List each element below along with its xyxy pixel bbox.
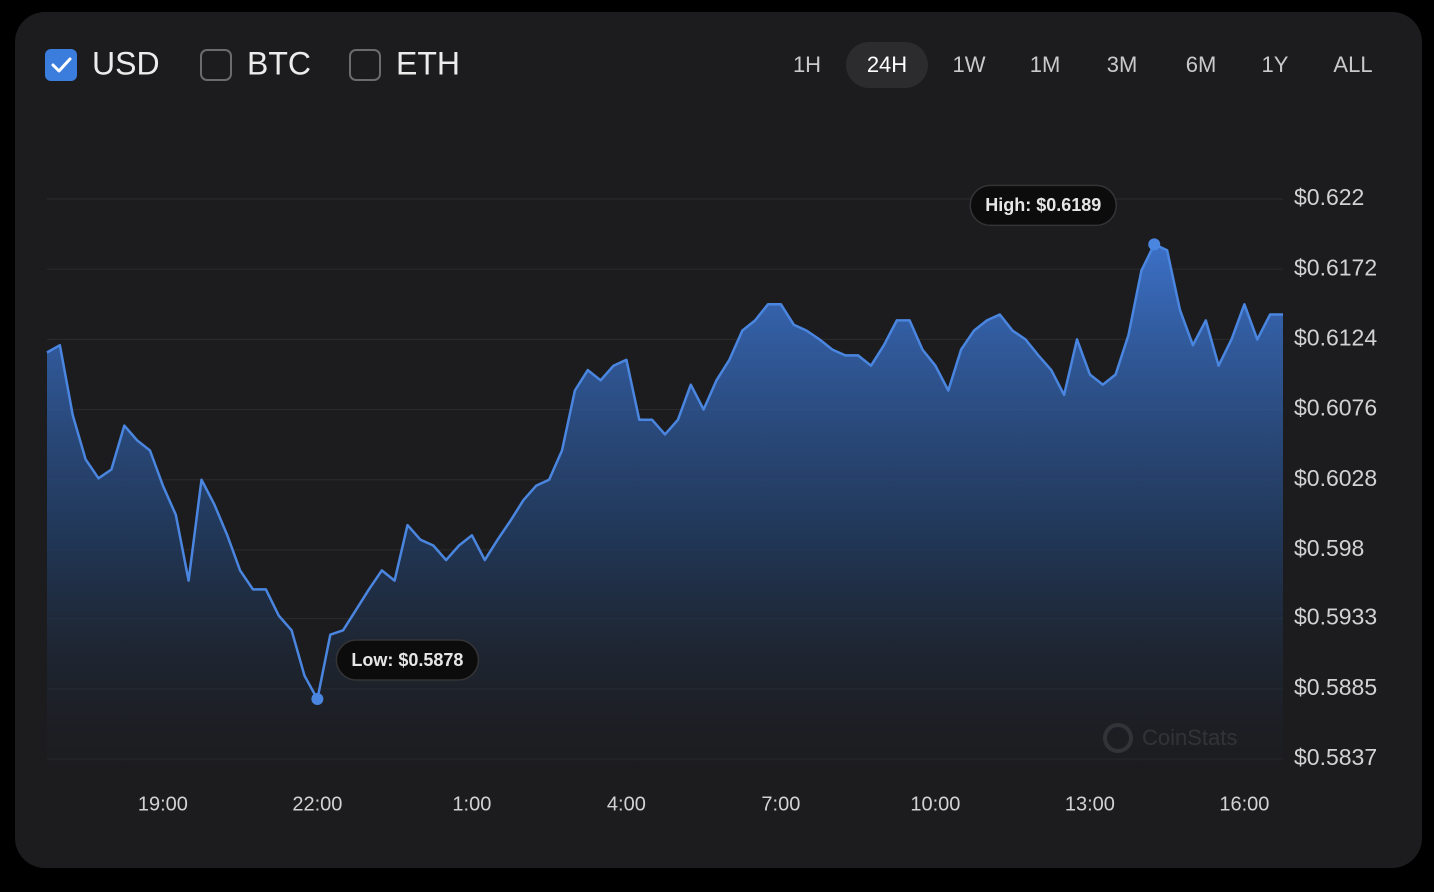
range-button[interactable]: 24H (846, 42, 928, 88)
high-marker (1148, 238, 1161, 251)
currency-label: ETH (396, 45, 460, 81)
range-label: 3M (1107, 52, 1138, 77)
y-tick-label: $0.6028 (1294, 465, 1377, 491)
range-label: 24H (867, 52, 907, 77)
range-button[interactable]: 3M (1107, 52, 1138, 77)
y-tick-label: $0.622 (1294, 184, 1364, 210)
range-label: 1Y (1262, 52, 1289, 77)
range-selected-bg[interactable] (846, 42, 928, 88)
high-annotation-bg (969, 184, 1118, 227)
x-tick-label: 1:00 (452, 793, 491, 815)
checkbox-checked[interactable] (45, 49, 77, 81)
range-label: 1W (953, 52, 986, 77)
currency-toggle[interactable]: ETH (349, 45, 460, 81)
low-annotation-bg (335, 639, 480, 681)
range-label: 6M (1186, 52, 1217, 77)
currency-label: BTC (247, 45, 311, 81)
range-label: 1H (793, 52, 821, 77)
x-tick-label: 22:00 (292, 793, 342, 815)
range-button[interactable]: 6M (1186, 52, 1217, 77)
low-annotation: Low: $0.5878 (335, 639, 480, 681)
y-tick-label: $0.5933 (1294, 604, 1377, 630)
y-tick-label: $0.598 (1294, 535, 1364, 561)
x-tick-label: 10:00 (910, 793, 960, 815)
high-annotation: High: $0.6189 (969, 184, 1118, 227)
y-tick-label: $0.6124 (1294, 324, 1377, 350)
checkbox[interactable] (200, 49, 232, 81)
y-tick-label: $0.5885 (1294, 674, 1377, 700)
currency-label: USD (92, 45, 160, 81)
low-marker (311, 693, 324, 706)
checkbox[interactable] (349, 49, 381, 81)
x-tick-label: 7:00 (761, 793, 800, 815)
range-button[interactable]: 1Y (1262, 52, 1289, 77)
y-tick-label: $0.6076 (1294, 395, 1377, 421)
y-tick-label: $0.6172 (1294, 254, 1377, 280)
currency-toggle[interactable]: BTC (200, 45, 311, 81)
range-label: ALL (1333, 52, 1372, 77)
x-tick-label: 16:00 (1219, 793, 1269, 815)
range-button[interactable]: 1W (953, 52, 986, 77)
range-button[interactable]: 1M (1030, 52, 1061, 77)
currency-toggle[interactable]: USD (45, 45, 160, 81)
x-tick-label: 4:00 (607, 793, 646, 815)
y-tick-label: $0.5837 (1294, 744, 1377, 770)
x-tick-label: 19:00 (138, 793, 188, 815)
range-button[interactable]: ALL (1333, 52, 1372, 77)
check-icon (51, 57, 72, 73)
x-tick-label: 13:00 (1065, 793, 1115, 815)
low-annotation-text: Low: $0.5878 (351, 650, 463, 670)
range-label: 1M (1030, 52, 1061, 77)
range-button[interactable]: 1H (793, 52, 821, 77)
high-annotation-text: High: $0.6189 (985, 195, 1101, 215)
price-line (46, 243, 1283, 701)
